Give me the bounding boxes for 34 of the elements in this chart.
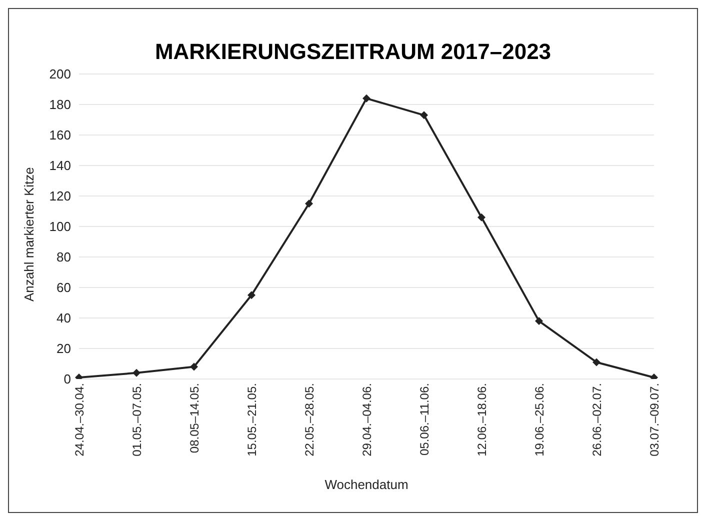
y-axis-title: Anzahl markierter Kitze (22, 167, 37, 302)
point (190, 362, 198, 371)
point (535, 317, 543, 326)
point (420, 111, 428, 120)
x-tick-label: 03.07.–09.07. (648, 383, 662, 456)
y-tick-label: 0 (64, 372, 71, 387)
x-tick-label: 15.05.–21.05. (245, 383, 260, 456)
point (305, 200, 313, 208)
point (248, 291, 256, 300)
point (362, 94, 370, 102)
y-tick-label: 80 (56, 250, 71, 265)
x-tick-label: 26.06.–02.07. (590, 383, 604, 456)
x-tick-label: 08.05–14.05. (188, 383, 202, 454)
y-tick-label: 100 (49, 219, 71, 234)
y-tick-label: 40 (56, 310, 71, 326)
point (478, 213, 486, 222)
x-axis-title: Wochendatum (324, 477, 408, 492)
x-tick-label: 24.04.–30.04. (72, 383, 87, 456)
point (132, 368, 140, 377)
x-tick-label: 01.05.–07.05. (130, 383, 144, 456)
chart-title: MARKIERUNGSZEITRAUM 2017–2023 (154, 39, 552, 64)
x-tick-label: 22.05.–28.05. (302, 383, 317, 456)
y-tick-label: 120 (49, 188, 71, 204)
y-tick-label: 20 (56, 341, 71, 356)
x-tick-label: 19.06.–25.06. (532, 383, 547, 456)
y-tick-label: 160 (49, 128, 71, 143)
y-tick-label: 200 (49, 66, 71, 82)
y-tick-label: 140 (49, 158, 71, 174)
y-tick-label: 60 (56, 280, 71, 296)
x-tick-label: 05.06.–11.06. (418, 383, 432, 456)
x-tick-label: 12.06.–18.06. (475, 383, 490, 456)
y-tick-label: 180 (49, 97, 71, 112)
x-tick-label: 29.04.–04.06. (360, 383, 374, 456)
point (592, 358, 600, 366)
